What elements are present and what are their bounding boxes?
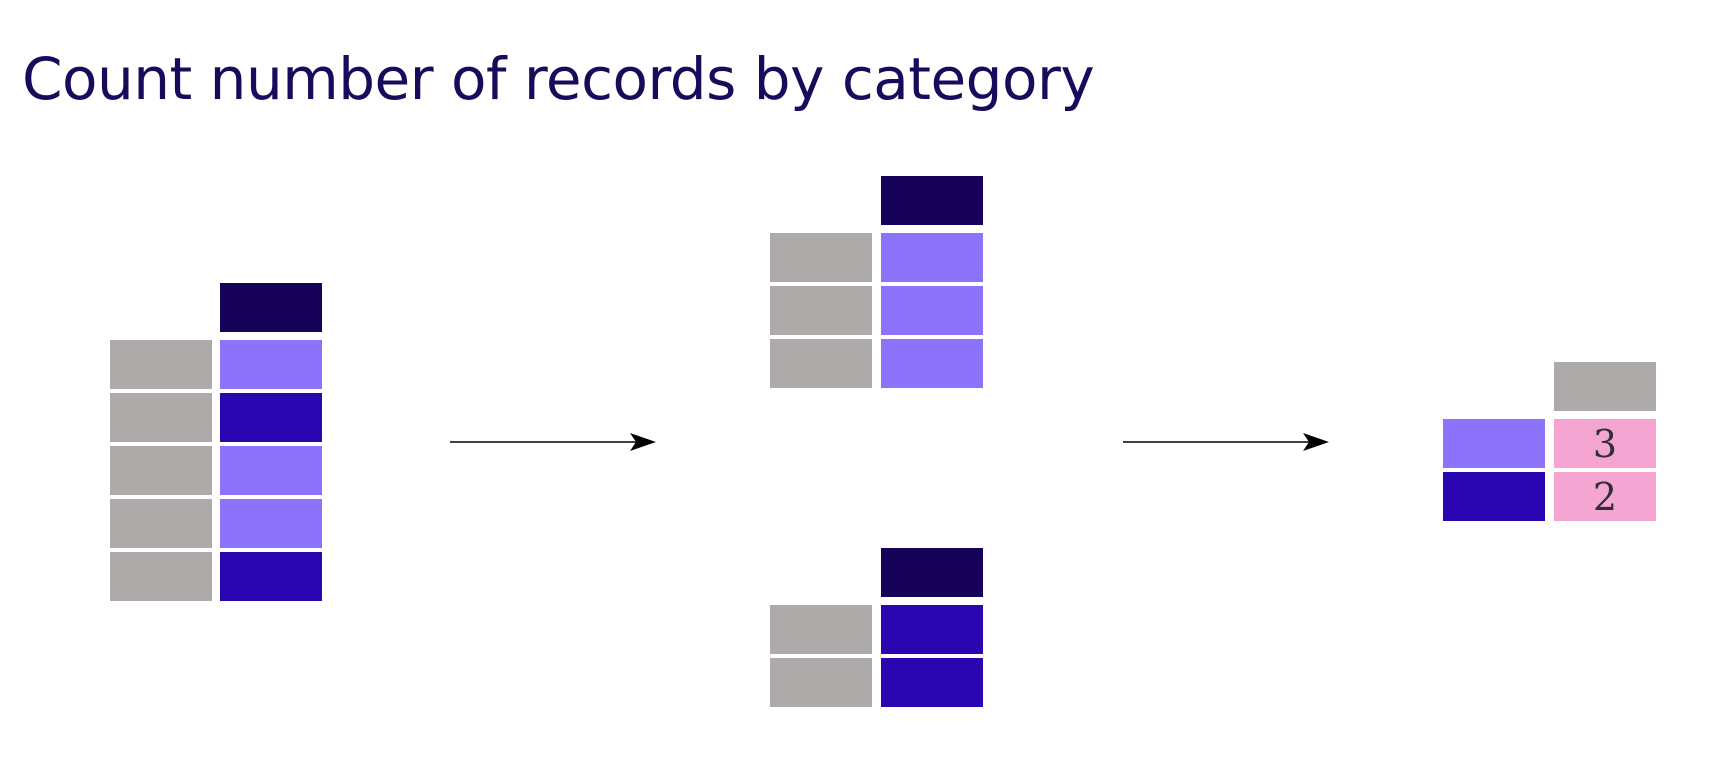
result-category-cell <box>1443 419 1545 468</box>
source-category-cell <box>220 499 322 548</box>
group-b-category-cell <box>881 605 983 654</box>
result-count-cell: 2 <box>1554 472 1656 521</box>
group-b-header-cell <box>881 548 983 597</box>
arrow-right-icon <box>450 433 656 451</box>
source-key-cell <box>110 446 212 495</box>
result-count-cell: 3 <box>1554 419 1656 468</box>
source-key-cell <box>110 552 212 601</box>
arrow-head <box>1303 433 1329 451</box>
group-b-key-cell <box>770 658 872 707</box>
group-b-category-cell <box>881 658 983 707</box>
group-a-category-cell <box>881 339 983 388</box>
result-category-cell <box>1443 472 1545 521</box>
page-title: Count number of records by category <box>22 45 1095 113</box>
group-a-key-cell <box>770 286 872 335</box>
arrow-head <box>630 433 656 451</box>
group-a-header-cell <box>881 176 983 225</box>
result-header-cell <box>1554 362 1656 411</box>
arrow-right-icon <box>1123 433 1329 451</box>
source-category-cell <box>220 446 322 495</box>
source-category-cell <box>220 393 322 442</box>
source-category-cell <box>220 340 322 389</box>
group-a-key-cell <box>770 233 872 282</box>
source-key-cell <box>110 340 212 389</box>
group-a-key-cell <box>770 339 872 388</box>
group-b-key-cell <box>770 605 872 654</box>
group-a-category-cell <box>881 286 983 335</box>
source-category-cell <box>220 552 322 601</box>
source-header-cell <box>220 283 322 332</box>
group-a-category-cell <box>881 233 983 282</box>
source-key-cell <box>110 393 212 442</box>
source-key-cell <box>110 499 212 548</box>
